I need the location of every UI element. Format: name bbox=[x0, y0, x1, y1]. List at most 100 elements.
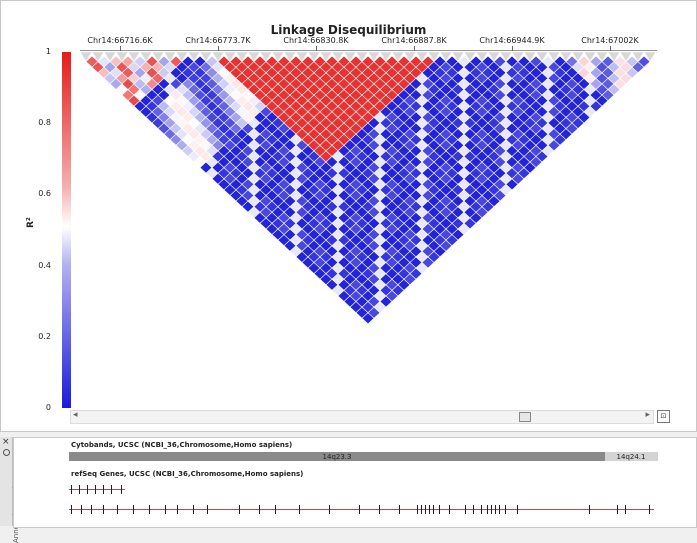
marker-cell[interactable] bbox=[391, 51, 405, 62]
cytoband-track-title: Cytobands, UCSC (NCBI_36,Chromosome,Homo… bbox=[71, 441, 293, 449]
marker-cell[interactable] bbox=[547, 51, 561, 62]
marker-cell[interactable] bbox=[499, 51, 513, 62]
gene-exon bbox=[103, 485, 104, 494]
cytoband-label: 14q23.3 bbox=[322, 453, 352, 461]
gene-exon bbox=[495, 505, 496, 514]
marker-cell[interactable] bbox=[163, 51, 177, 62]
marker-cell[interactable] bbox=[487, 51, 501, 62]
marker-cell[interactable] bbox=[175, 51, 189, 62]
gene-exon bbox=[617, 505, 618, 514]
gene-exon bbox=[133, 505, 134, 514]
marker-cell[interactable] bbox=[139, 51, 153, 62]
marker-cell[interactable] bbox=[475, 51, 489, 62]
gene-exon bbox=[425, 505, 426, 514]
marker-cell[interactable] bbox=[103, 51, 117, 62]
scroll-right-arrow-icon[interactable]: ▸ bbox=[645, 410, 650, 420]
marker-cell[interactable] bbox=[295, 51, 309, 62]
marker-cell[interactable] bbox=[571, 51, 585, 62]
marker-cell[interactable] bbox=[379, 51, 393, 62]
cytoband-14q23-3[interactable] bbox=[69, 452, 605, 461]
marker-cell[interactable] bbox=[427, 51, 441, 62]
marker-cell[interactable] bbox=[223, 51, 237, 62]
gene-exon bbox=[71, 505, 72, 514]
ld-heatmap[interactable] bbox=[0, 0, 697, 430]
scroll-thumb[interactable] bbox=[519, 412, 531, 422]
marker-cell[interactable] bbox=[595, 51, 609, 62]
gene-exon bbox=[449, 505, 450, 514]
scroll-left-arrow-icon[interactable]: ◂ bbox=[73, 410, 78, 420]
gene-track-row[interactable] bbox=[69, 483, 129, 497]
gene-exon bbox=[465, 505, 466, 514]
position-tick bbox=[316, 46, 317, 51]
marker-cell[interactable] bbox=[259, 51, 273, 62]
marker-cell[interactable] bbox=[643, 51, 657, 62]
gene-exon bbox=[87, 485, 88, 494]
marker-cell[interactable] bbox=[151, 51, 165, 62]
marker-cell[interactable] bbox=[283, 51, 297, 62]
position-label: Chr14:66773.7K bbox=[185, 36, 251, 45]
gene-exon bbox=[165, 505, 166, 514]
close-icon[interactable]: × bbox=[2, 437, 10, 447]
colorbar-tick-label: 0 bbox=[45, 403, 51, 412]
pin-icon[interactable] bbox=[3, 449, 10, 456]
gene-track-row[interactable] bbox=[69, 503, 669, 517]
marker-cell[interactable] bbox=[631, 51, 645, 62]
chart-title: Linkage Disequilibrium bbox=[270, 23, 427, 37]
marker-cell[interactable] bbox=[247, 51, 261, 62]
gene-exon bbox=[149, 505, 150, 514]
marker-cell[interactable] bbox=[463, 51, 477, 62]
marker-cell[interactable] bbox=[91, 51, 105, 62]
marker-cell[interactable] bbox=[79, 51, 93, 62]
gene-exon bbox=[71, 485, 72, 494]
marker-cell[interactable] bbox=[343, 51, 357, 62]
marker-cell[interactable] bbox=[535, 51, 549, 62]
marker-cell[interactable] bbox=[583, 51, 597, 62]
gene-exon bbox=[499, 505, 500, 514]
gene-exon bbox=[117, 505, 118, 514]
gene-exon bbox=[207, 505, 208, 514]
marker-cell[interactable] bbox=[199, 51, 213, 62]
gene-exon bbox=[433, 505, 434, 514]
marker-cell[interactable] bbox=[415, 51, 429, 62]
marker-cell[interactable] bbox=[211, 51, 225, 62]
marker-cell[interactable] bbox=[439, 51, 453, 62]
marker-cell[interactable] bbox=[319, 51, 333, 62]
marker-cell[interactable] bbox=[187, 51, 201, 62]
marker-cell[interactable] bbox=[523, 51, 537, 62]
gene-exon bbox=[329, 505, 330, 514]
marker-cell[interactable] bbox=[403, 51, 417, 62]
gene-exon bbox=[491, 505, 492, 514]
marker-cell[interactable] bbox=[619, 51, 633, 62]
marker-cell[interactable] bbox=[307, 51, 321, 62]
marker-cell[interactable] bbox=[367, 51, 381, 62]
position-label: Chr14:66716.6K bbox=[87, 36, 153, 45]
colorbar-tick-label: 0.4 bbox=[38, 260, 51, 270]
position-label: Chr14:66887.8K bbox=[381, 36, 447, 45]
marker-cell[interactable] bbox=[559, 51, 573, 62]
marker-cell[interactable] bbox=[451, 51, 465, 62]
zoom-fit-button[interactable]: ⊡ bbox=[657, 410, 670, 423]
gene-exon bbox=[239, 505, 240, 514]
marker-cell[interactable] bbox=[607, 51, 621, 62]
marker-cell[interactable] bbox=[235, 51, 249, 62]
marker-cell[interactable] bbox=[355, 51, 369, 62]
marker-cell[interactable] bbox=[511, 51, 525, 62]
position-label: Chr14:66830.8K bbox=[283, 36, 349, 45]
gene-exon bbox=[473, 505, 474, 514]
position-label: Chr14:66944.9K bbox=[479, 36, 545, 45]
cytoband-14q24-1[interactable] bbox=[605, 452, 658, 461]
marker-cell[interactable] bbox=[271, 51, 285, 62]
marker-cell[interactable] bbox=[127, 51, 141, 62]
horizontal-scrollbar[interactable]: ◂ ▸ bbox=[70, 410, 654, 424]
gene-exon bbox=[177, 505, 178, 514]
ld-cell[interactable] bbox=[637, 55, 651, 68]
marker-cell[interactable] bbox=[331, 51, 345, 62]
gene-exon bbox=[379, 505, 380, 514]
gene-exon bbox=[299, 505, 300, 514]
marker-cell[interactable] bbox=[115, 51, 129, 62]
gene-exon bbox=[589, 505, 590, 514]
gene-exon bbox=[399, 505, 400, 514]
colorbar-tick-label: 0.6 bbox=[38, 189, 51, 199]
gene-exon bbox=[481, 505, 482, 514]
colorbar-tick-label: 0.8 bbox=[38, 118, 51, 128]
